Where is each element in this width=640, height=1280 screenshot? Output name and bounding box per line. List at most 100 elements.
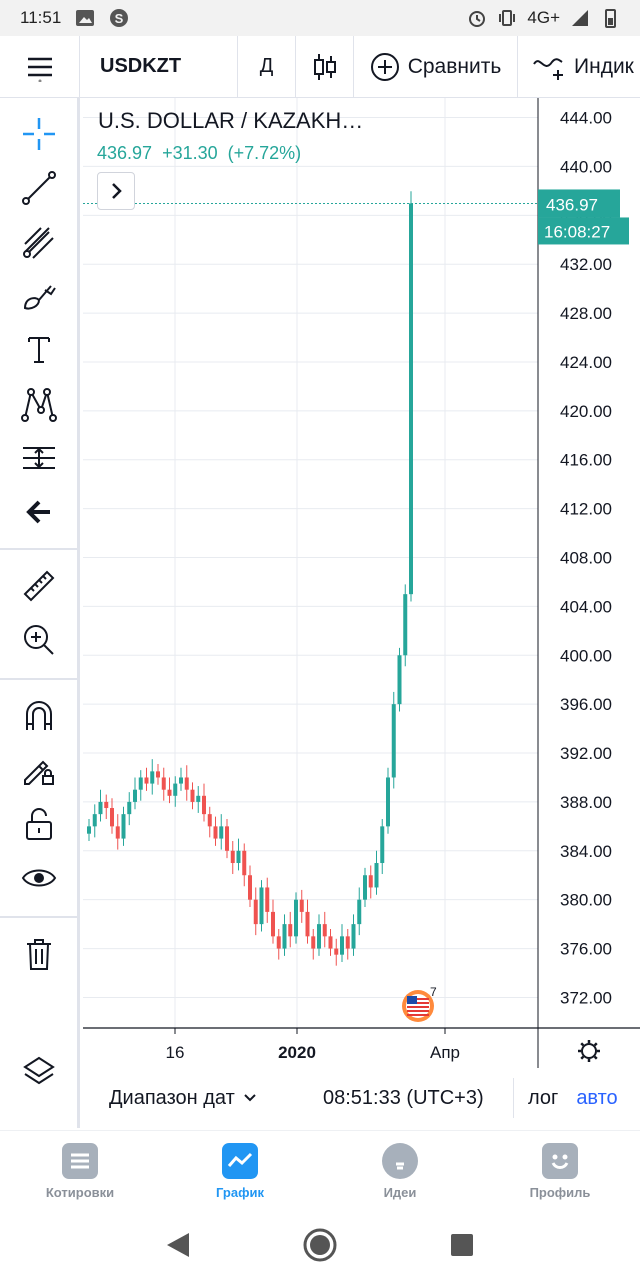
last-price-label: 436.97 [546, 195, 598, 214]
candle [299, 889, 304, 923]
trend-line-tool[interactable] [0, 162, 77, 214]
event-count-label: 7 [430, 985, 437, 999]
legend-expand-button[interactable] [97, 172, 135, 210]
unlock-tool[interactable] [0, 798, 77, 850]
svg-text:S: S [115, 11, 124, 26]
menu-button[interactable] [0, 35, 80, 98]
log-scale-toggle[interactable]: лог [513, 1078, 572, 1118]
back-icon[interactable] [165, 1231, 191, 1259]
candle [184, 765, 189, 801]
candle [253, 887, 258, 936]
recents-icon[interactable] [449, 1232, 475, 1258]
candle [207, 806, 212, 838]
measure-tool[interactable] [0, 560, 77, 612]
nav-quotes-label: Котировки [45, 1185, 115, 1200]
candle [236, 838, 241, 871]
alarm-icon [469, 11, 486, 27]
candle [288, 911, 293, 948]
price-tick-label: 380.00 [560, 891, 612, 910]
system-navigation [0, 1210, 640, 1280]
countdown-label: 16:08:27 [544, 222, 610, 241]
nav-chart[interactable]: График [160, 1131, 320, 1210]
hide-toolbar-button[interactable] [0, 486, 77, 538]
prediction-icon [22, 447, 55, 469]
candle [190, 782, 195, 810]
candle [133, 777, 137, 810]
candle [334, 938, 339, 966]
price-tick-label: 396.00 [560, 695, 612, 714]
candle [380, 819, 385, 875]
time-tick-label: 2020 [278, 1043, 316, 1062]
smile-icon [542, 1143, 578, 1179]
status-time: 11:51 [20, 8, 62, 27]
price-tick-label: 444.00 [560, 109, 612, 128]
price-tick-label: 408.00 [560, 549, 612, 568]
chart-settings-icon[interactable] [578, 1040, 600, 1062]
candle [322, 911, 327, 948]
prediction-tool[interactable] [0, 432, 77, 484]
interval-button[interactable]: Д [238, 35, 296, 98]
zoom-tool[interactable] [0, 614, 77, 666]
legend-price: 436.97 [97, 143, 153, 163]
candle [276, 929, 281, 960]
price-chart[interactable]: 444.00440.00436.00432.00428.00424.00420.… [83, 98, 640, 1068]
nav-quotes[interactable]: Котировки [0, 1131, 160, 1210]
vibrate-icon [499, 10, 516, 26]
magnet-icon [25, 701, 52, 730]
pattern-tool[interactable] [0, 378, 77, 430]
battery-icon [605, 9, 616, 28]
countdown-badge [538, 217, 629, 245]
delete-drawings-tool[interactable] [0, 928, 77, 980]
candle [391, 691, 396, 789]
candle [87, 819, 91, 842]
pattern-icon [20, 388, 57, 422]
timezone-clock[interactable]: 08:51:33 (UTC+3) [323, 1086, 484, 1109]
candle [98, 789, 103, 822]
candle [150, 759, 155, 795]
candle [138, 770, 143, 801]
crosshair-icon [22, 118, 55, 150]
pencil-lock-icon [23, 760, 54, 785]
economic-event-marker[interactable]: 7 [402, 985, 437, 1022]
price-tick-label: 384.00 [560, 842, 612, 861]
nav-profile[interactable]: Профиль [480, 1131, 640, 1210]
candle [271, 899, 275, 944]
brush-tool[interactable] [0, 270, 77, 322]
arrow-left-icon [25, 500, 50, 524]
chevron-right-icon [112, 183, 122, 199]
indicators-button[interactable]: Индик [518, 36, 634, 98]
crosshair-tool[interactable] [0, 108, 77, 160]
price-tick-label: 412.00 [560, 500, 612, 519]
nav-ideas[interactable]: Идеи [320, 1131, 480, 1210]
price-tick-label: 400.00 [560, 646, 612, 665]
eye-icon [21, 869, 56, 887]
date-range-label: Диапазон дат [109, 1086, 235, 1109]
candle [374, 850, 379, 895]
candles-icon [313, 53, 336, 80]
price-tick-label: 440.00 [560, 157, 612, 176]
legend-price-line: 436.97 +31.30 (+7.72%) [97, 143, 301, 164]
auto-scale-toggle[interactable]: авто [576, 1086, 618, 1109]
lock-drawings-tool[interactable] [0, 744, 77, 796]
home-icon[interactable] [302, 1227, 338, 1263]
time-tick-label: Апр [430, 1043, 460, 1062]
chevron-down-icon [244, 1094, 256, 1102]
candle [248, 865, 252, 908]
compare-button[interactable]: Сравнить [354, 35, 518, 98]
price-tick-label: 404.00 [560, 597, 612, 616]
text-tool[interactable] [0, 324, 77, 376]
date-range-button[interactable]: Диапазон дат [83, 1087, 303, 1110]
bottom-navigation: Котировки График Идеи Профиль [0, 1130, 640, 1210]
price-tick-label: 416.00 [560, 451, 612, 470]
visibility-tool[interactable] [0, 852, 77, 904]
chart-type-button[interactable] [296, 35, 354, 98]
ruler-icon [23, 570, 54, 602]
symbol-search-button[interactable]: USDKZT [80, 35, 238, 98]
candle [196, 786, 201, 813]
object-tree-tool[interactable] [0, 1046, 77, 1098]
chart-area[interactable]: 444.00440.00436.00432.00428.00424.00420.… [83, 98, 640, 1068]
magnet-tool[interactable] [0, 690, 77, 742]
pitchfork-tool[interactable] [0, 216, 77, 268]
indicators-label: Индик [574, 54, 634, 78]
nav-chart-label: График [216, 1185, 264, 1200]
